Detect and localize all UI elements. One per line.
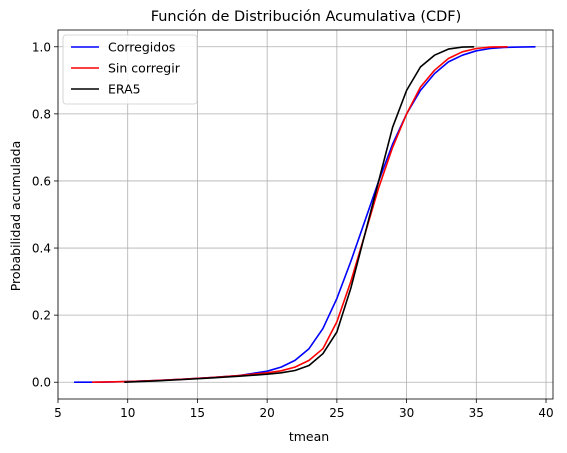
- x-tick-label: 15: [190, 406, 205, 420]
- series-line-era5: [124, 45, 475, 384]
- legend-label: ERA5: [108, 82, 141, 97]
- legend-label: Corregidos: [108, 40, 175, 55]
- y-tick-label: 0.8: [32, 107, 51, 121]
- legend-box: [62, 34, 198, 105]
- x-tick-label: 20: [260, 406, 275, 420]
- plot-frame: [57, 29, 554, 400]
- legend: Corregidos Sin corregir ERA5: [62, 34, 198, 105]
- series-group: [73, 45, 536, 384]
- x-axis-label: tmean: [289, 429, 329, 444]
- x-tick-label: 35: [469, 406, 484, 420]
- y-axis-label: Probabilidad acumulada: [8, 141, 23, 292]
- y-tick-label: 0.6: [32, 174, 51, 188]
- x-tick-label: 10: [120, 406, 135, 420]
- x-tick-label: 40: [538, 406, 553, 420]
- y-tick-label: 0.0: [32, 376, 51, 390]
- y-tick-label: 1.0: [32, 40, 51, 54]
- x-tick-label: 30: [399, 406, 414, 420]
- y-tick-label: 0.4: [32, 242, 51, 256]
- chart-title: Función de Distribución Acumulativa (CDF…: [151, 9, 462, 25]
- ticks: 5 10 15 20 25 30 35 40 0.0 0.2 0.4 0.6 0.8 1.0: [32, 40, 554, 420]
- legend-label: Sin corregir: [108, 61, 181, 76]
- y-tick-label: 0.2: [32, 309, 51, 323]
- x-tick-label: 25: [329, 406, 344, 420]
- x-tick-label: 5: [54, 406, 62, 420]
